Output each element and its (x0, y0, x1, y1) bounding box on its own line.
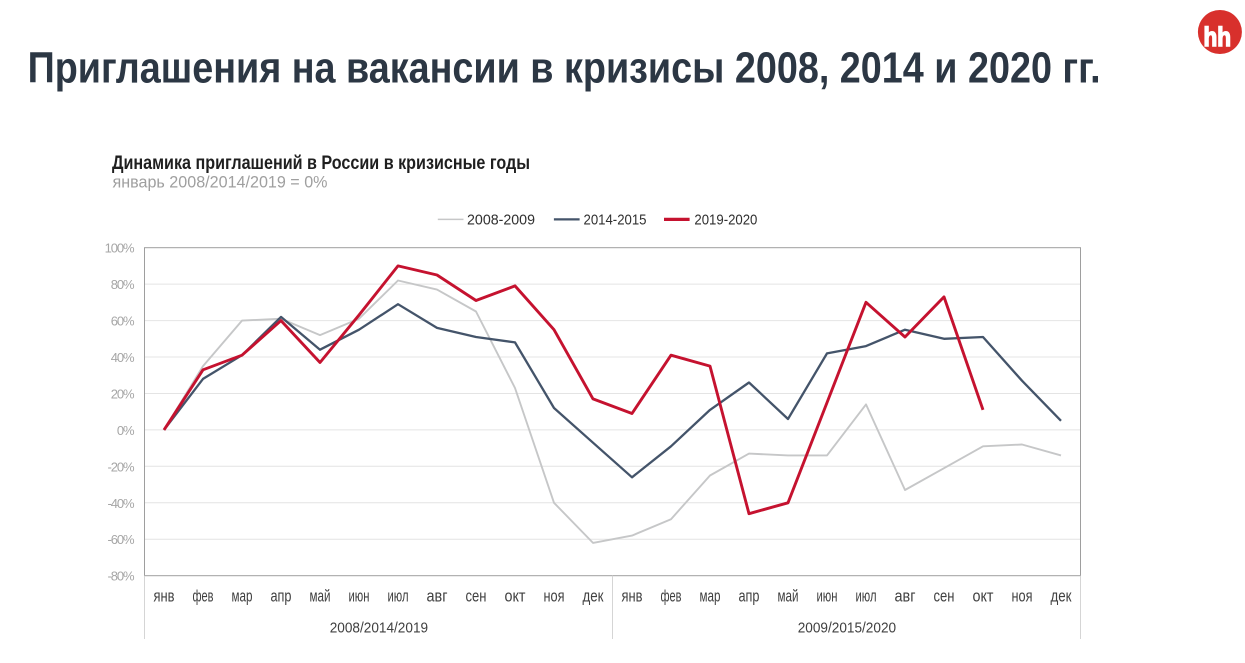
svg-text:мар: мар (232, 588, 253, 606)
svg-text:60%: 60% (111, 314, 135, 329)
svg-text:июл: июл (388, 588, 409, 606)
svg-text:2008/2014/2019: 2008/2014/2019 (330, 620, 428, 636)
svg-text:2008-2009: 2008-2009 (467, 213, 535, 229)
svg-text:май: май (310, 588, 331, 606)
svg-text:Приглашения на вакансии в криз: Приглашения на вакансии в кризисы 2008, … (28, 45, 1101, 93)
svg-text:июн: июн (349, 588, 370, 606)
svg-text:июн: июн (817, 588, 838, 606)
svg-text:янв: янв (622, 588, 643, 606)
svg-text:0%: 0% (117, 423, 135, 438)
svg-text:дек: дек (1051, 588, 1073, 606)
svg-text:апр: апр (271, 588, 292, 606)
svg-text:окт: окт (505, 588, 526, 606)
svg-text:20%: 20% (111, 387, 135, 402)
svg-text:2019-2020: 2019-2020 (694, 213, 757, 229)
svg-text:июл: июл (856, 588, 877, 606)
svg-text:Динамика приглашений в России: Динамика приглашений в России в кризисны… (112, 152, 530, 174)
svg-text:авг: авг (895, 588, 916, 606)
svg-text:2014-2015: 2014-2015 (584, 213, 647, 229)
svg-text:янв: янв (154, 588, 175, 606)
svg-text:80%: 80% (111, 277, 135, 292)
svg-text:-40%: -40% (108, 496, 135, 511)
svg-text:100%: 100% (105, 241, 135, 256)
svg-text:ноя: ноя (1012, 588, 1033, 606)
svg-text:фев: фев (661, 588, 682, 606)
svg-text:сен: сен (934, 588, 955, 606)
svg-text:апр: апр (739, 588, 760, 606)
svg-text:-80%: -80% (108, 569, 135, 584)
svg-text:40%: 40% (111, 350, 135, 365)
svg-text:мар: мар (700, 588, 721, 606)
svg-text:-60%: -60% (108, 532, 135, 547)
svg-text:hh: hh (1204, 22, 1232, 52)
svg-text:2009/2015/2020: 2009/2015/2020 (798, 620, 896, 636)
svg-text:авг: авг (427, 588, 448, 606)
svg-text:ноя: ноя (544, 588, 565, 606)
svg-text:фев: фев (193, 588, 214, 606)
svg-text:-20%: -20% (108, 459, 135, 474)
svg-text:май: май (778, 588, 799, 606)
svg-text:сен: сен (466, 588, 487, 606)
svg-text:окт: окт (973, 588, 994, 606)
svg-text:январь 2008/2014/2019 = 0%: январь 2008/2014/2019 = 0% (113, 172, 328, 191)
svg-text:дек: дек (583, 588, 605, 606)
